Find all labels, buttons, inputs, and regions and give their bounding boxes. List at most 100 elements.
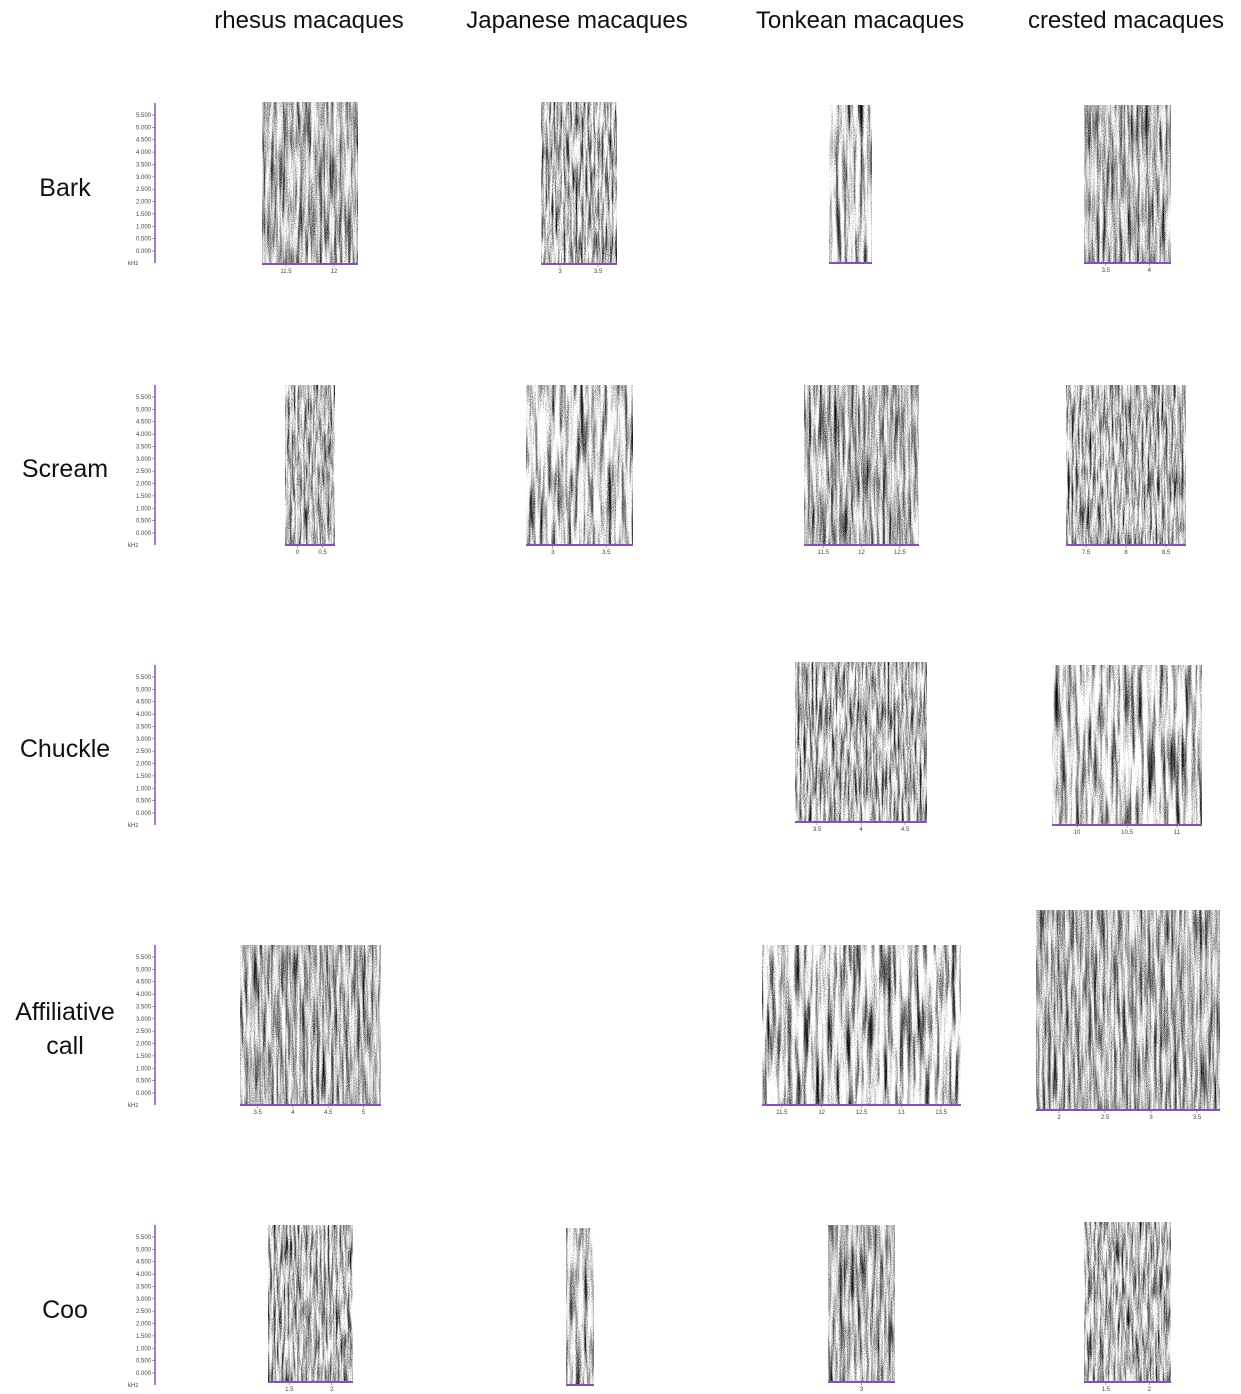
freq-tick-label: 4.000: [136, 712, 152, 718]
time-tick-label: 3.5: [602, 550, 611, 556]
freq-tick-label: 2.000: [136, 482, 152, 488]
spectrogram: [1036, 910, 1220, 1110]
time-tick-label: 8.5: [1162, 550, 1171, 556]
freq-tick-label: 1.500: [136, 494, 152, 500]
freq-tick-label: 1.500: [136, 212, 152, 218]
spectrogram: [762, 945, 961, 1105]
freq-tick-label: 0.000: [136, 811, 152, 817]
spectrogram: [804, 385, 919, 545]
freq-tick-label: 2.500: [136, 1029, 152, 1035]
freq-tick-label: 4.500: [136, 980, 152, 986]
freq-tick-label: 3.500: [136, 724, 152, 730]
freq-tick-label: 5.500: [136, 955, 152, 961]
time-tick-label: 12.5: [856, 1110, 868, 1116]
freq-tick-label: 3.000: [136, 1017, 152, 1023]
row-label: Bark: [39, 174, 91, 202]
time-tick-label: 4: [291, 1110, 295, 1116]
freq-unit: kHz: [128, 823, 138, 829]
time-tick-label: 3: [1149, 1115, 1153, 1121]
time-tick-label: 3.5: [253, 1110, 262, 1116]
spectrogram: [795, 662, 927, 822]
freq-tick-label: 0.500: [136, 1359, 152, 1365]
freq-tick-label: 4.000: [136, 992, 152, 998]
freq-tick-label: 3.000: [136, 1297, 152, 1303]
freq-tick-label: 4.500: [136, 420, 152, 426]
freq-tick-label: 2.000: [136, 1042, 152, 1048]
time-tick-label: 1.5: [1102, 1387, 1111, 1393]
time-tick-label: 10: [1074, 830, 1081, 836]
freq-tick-label: 2.000: [136, 1322, 152, 1328]
freq-tick-label: 1.000: [136, 786, 152, 792]
freq-tick-label: 5.000: [136, 125, 152, 131]
time-tick-label: 8: [1124, 550, 1128, 556]
freq-tick-label: 3.500: [136, 444, 152, 450]
time-tick-label: 12: [818, 1110, 825, 1116]
time-tick-label: 2: [330, 1387, 334, 1393]
time-tick-label: 13: [898, 1110, 905, 1116]
time-tick-label: 10.5: [1121, 830, 1133, 836]
freq-tick-label: 0.500: [136, 519, 152, 525]
freq-tick-label: 5.500: [136, 113, 152, 119]
row-label: Affiliative call: [15, 998, 115, 1060]
spectrogram: [829, 105, 872, 263]
freq-tick-label: 5.000: [136, 687, 152, 693]
freq-tick-label: 1.500: [136, 774, 152, 780]
time-tick-label: 0: [296, 550, 300, 556]
freq-tick-label: 2.500: [136, 187, 152, 193]
time-tick-label: 5: [362, 1110, 366, 1116]
spectrogram: [268, 1225, 353, 1382]
time-tick-label: 3.5: [594, 269, 603, 275]
row-label: Chuckle: [19, 735, 111, 763]
freq-tick-label: 4.000: [136, 150, 152, 156]
row-label: Scream: [21, 455, 109, 483]
time-tick-label: 4.5: [901, 827, 910, 833]
time-tick-label: 4.5: [324, 1110, 333, 1116]
time-tick-label: 3.5: [1102, 268, 1111, 274]
freq-tick-label: 3.000: [136, 737, 152, 743]
column-header: Japanese macaques: [466, 7, 687, 34]
time-tick-label: 12: [331, 269, 338, 275]
time-tick-label: 12.5: [894, 550, 906, 556]
time-tick-label: 4: [1148, 268, 1152, 274]
column-header: crested macaques: [1028, 7, 1224, 34]
time-tick-label: 2: [1057, 1115, 1061, 1121]
freq-tick-label: 1.000: [136, 1346, 152, 1352]
spectrogram: [262, 102, 358, 264]
spectrogram: [1084, 105, 1171, 263]
spectrogram: [541, 102, 617, 264]
time-tick-label: 11.5: [776, 1110, 788, 1116]
time-tick-label: 3.5: [813, 827, 822, 833]
freq-tick-label: 5.000: [136, 967, 152, 973]
freq-tick-label: 0.500: [136, 799, 152, 805]
freq-tick-label: 2.500: [136, 749, 152, 755]
time-tick-label: 2: [1148, 1387, 1152, 1393]
spectrogram: [566, 1228, 594, 1385]
freq-tick-label: 5.000: [136, 1247, 152, 1253]
time-tick-label: 7.5: [1082, 550, 1091, 556]
freq-tick-label: 4.000: [136, 432, 152, 438]
freq-tick-label: 3.500: [136, 1004, 152, 1010]
freq-tick-label: 0.000: [136, 249, 152, 255]
freq-unit: kHz: [128, 543, 138, 549]
time-tick-label: 3: [860, 1387, 864, 1393]
freq-tick-label: 5.500: [136, 675, 152, 681]
column-header: Tonkean macaques: [756, 7, 964, 34]
freq-tick-label: 2.500: [136, 469, 152, 475]
freq-tick-label: 3.000: [136, 175, 152, 181]
freq-tick-label: 3.500: [136, 1284, 152, 1290]
freq-tick-label: 5.500: [136, 1235, 152, 1241]
freq-unit: kHz: [128, 1383, 138, 1389]
time-tick-label: 11: [1174, 830, 1181, 836]
spectrogram: [828, 1225, 895, 1382]
freq-unit: kHz: [128, 1103, 138, 1109]
time-tick-label: 0.5: [318, 550, 327, 556]
freq-tick-label: 1.500: [136, 1054, 152, 1060]
time-tick-label: 3: [551, 550, 555, 556]
freq-tick-label: 0.500: [136, 1079, 152, 1085]
spectrogram: [1066, 385, 1186, 545]
freq-tick-label: 4.000: [136, 1272, 152, 1278]
row-label: Coo: [42, 1296, 88, 1324]
freq-tick-label: 0.000: [136, 531, 152, 537]
